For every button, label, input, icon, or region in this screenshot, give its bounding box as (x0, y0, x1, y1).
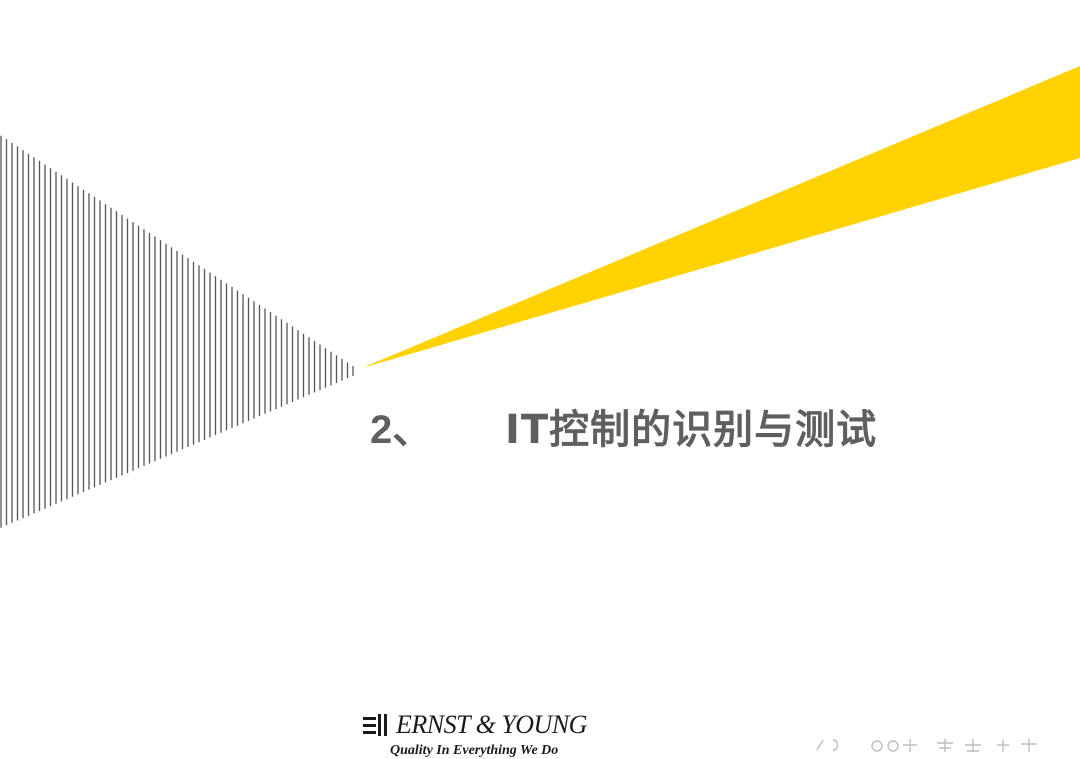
logo-name: ERNST & YOUNG (396, 710, 587, 739)
yellow-beam (362, 66, 1080, 368)
ernst-young-logo: ERNST & YOUNG Quality In Everything We D… (362, 708, 602, 758)
logo-tagline: Quality In Everything We Do (390, 743, 559, 758)
slide-title-number: 2、 (370, 408, 433, 452)
stripes-decoration (0, 135, 354, 528)
watermark-icon (816, 739, 1037, 752)
ey-logo-mark-icon (363, 714, 387, 736)
yellow-beam-decoration (362, 66, 1080, 368)
slide-title: IT控制的识别与测试 (505, 407, 878, 453)
